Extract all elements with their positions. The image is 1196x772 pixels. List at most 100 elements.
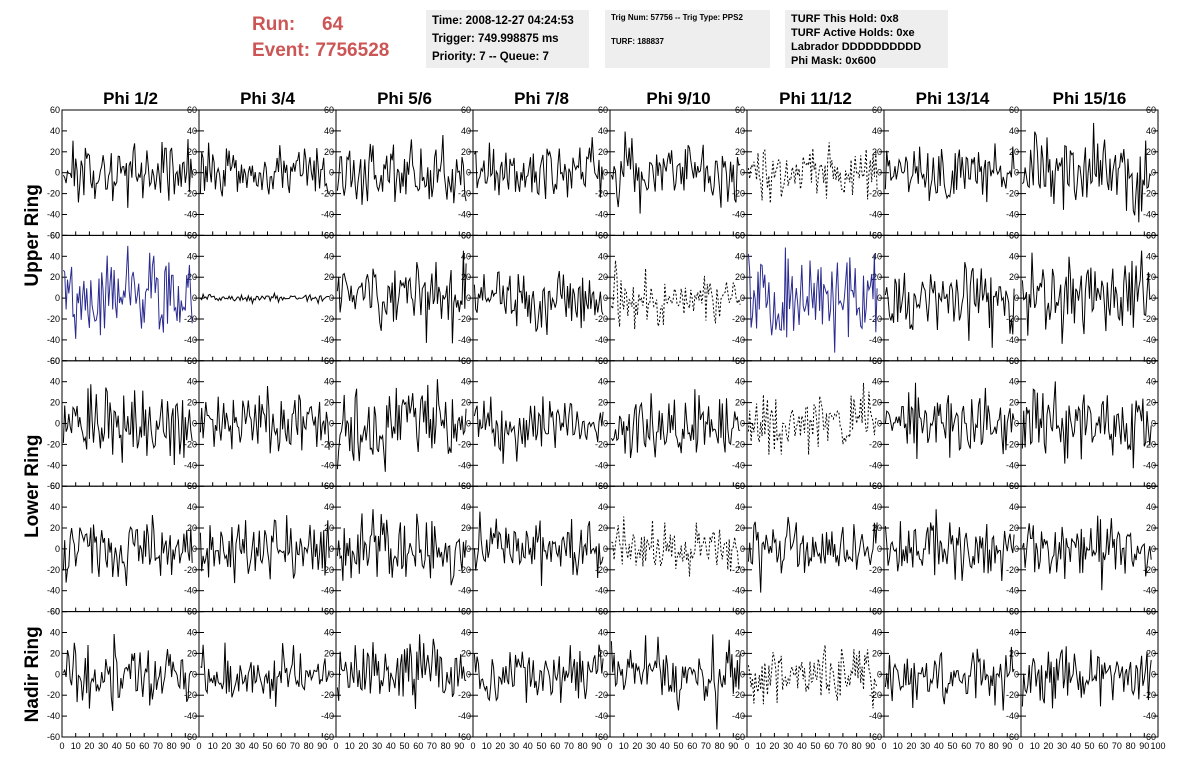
y-tick-label-right: -40 xyxy=(1143,711,1156,721)
y-tick-label-right: 60 xyxy=(187,607,197,617)
y-tick-label-right: 60 xyxy=(187,356,197,366)
y-tick-label-right: -20 xyxy=(458,439,471,449)
waveform-trace xyxy=(473,396,604,464)
y-tick-label-right: -20 xyxy=(184,565,197,575)
panel-frame xyxy=(883,485,1022,613)
y-tick-label-right: -20 xyxy=(458,565,471,575)
y-tick-label-right: 40 xyxy=(187,126,197,136)
y-tick-label-right: 60 xyxy=(461,356,471,366)
y-tick-label: 60 xyxy=(50,607,60,617)
y-tick-label: -60 xyxy=(47,230,60,240)
x-tick-label: 0 xyxy=(333,741,338,751)
y-tick-label: 40 xyxy=(50,377,60,387)
y-tick-label-right: -40 xyxy=(1006,711,1019,721)
x-tick-label: 90 xyxy=(591,741,601,751)
y-tick-label-right: -60 xyxy=(595,732,608,742)
y-tick-label-right: 40 xyxy=(187,502,197,512)
y-tick-label-right: 60 xyxy=(1146,607,1156,617)
panel-frame xyxy=(746,611,885,738)
y-tick-label-right: 0 xyxy=(877,293,882,303)
panel-frame xyxy=(746,360,885,487)
y-tick-label-right: 0 xyxy=(1151,293,1156,303)
y-tick-label-right: -40 xyxy=(1006,210,1019,220)
waveform-trace xyxy=(199,515,330,584)
y-tick-label-right: 60 xyxy=(872,105,882,115)
y-tick-label-right: 20 xyxy=(324,648,334,658)
waveform-trace xyxy=(200,642,330,707)
y-tick-label-right: 60 xyxy=(461,230,471,240)
y-tick-label-right: 40 xyxy=(598,126,608,136)
y-tick-label: 20 xyxy=(50,272,60,282)
waveform-trace xyxy=(884,143,1015,203)
x-tick-label: 20 xyxy=(632,741,642,751)
y-tick-label-right: 20 xyxy=(324,147,334,157)
x-tick-label: 50 xyxy=(810,741,820,751)
y-tick-label-right: 20 xyxy=(187,398,197,408)
y-tick-label-right: 20 xyxy=(1009,648,1019,658)
event-value: 7756528 xyxy=(315,40,390,61)
y-tick-label-right: 0 xyxy=(877,544,882,554)
panel-frame xyxy=(472,485,611,613)
x-tick-label: 20 xyxy=(84,741,94,751)
y-tick-label-right: 60 xyxy=(324,607,334,617)
y-tick-label-right: 40 xyxy=(735,502,745,512)
waveform-trace xyxy=(611,516,741,577)
panel-frame xyxy=(609,234,748,362)
x-tick-label: 80 xyxy=(167,741,177,751)
column-header: Phi 1/2 xyxy=(103,89,158,108)
y-tick-label-right: 60 xyxy=(187,230,197,240)
y-tick-label-right: 0 xyxy=(192,544,197,554)
x-tick-label: 50 xyxy=(399,741,409,751)
x-tick-label: 40 xyxy=(386,741,396,751)
priority-text: Priority: 7 -- Queue: 7 xyxy=(432,51,549,63)
waveform-trace xyxy=(473,644,604,703)
y-tick-label: 20 xyxy=(50,648,60,658)
y-tick-label-right: -20 xyxy=(732,314,745,324)
column-header: Phi 5/6 xyxy=(377,89,432,108)
y-tick-label-right: 0 xyxy=(740,168,745,178)
waveform-trace xyxy=(62,139,193,208)
y-tick-label-right: -40 xyxy=(869,711,882,721)
y-tick-label-right: 60 xyxy=(735,230,745,240)
x-tick-label: 50 xyxy=(1084,741,1094,751)
y-tick-label-right: 20 xyxy=(461,523,471,533)
y-tick-label-right: -20 xyxy=(458,314,471,324)
waveform-trace xyxy=(610,260,741,330)
y-tick-label-right: -20 xyxy=(1006,690,1019,700)
y-tick-label-right: -20 xyxy=(869,439,882,449)
x-tick-label: 70 xyxy=(701,741,711,751)
y-tick-label-right: 60 xyxy=(1146,230,1156,240)
y-tick-label-right: 0 xyxy=(466,669,471,679)
y-tick-label-right: -40 xyxy=(458,711,471,721)
x-tick-label: 40 xyxy=(934,741,944,751)
x-tick-label: 0 xyxy=(744,741,749,751)
y-tick-label-right: -40 xyxy=(458,210,471,220)
ring-label: Nadir Ring xyxy=(22,626,43,722)
x-tick-label: 70 xyxy=(153,741,163,751)
x-tick-label: 10 xyxy=(345,741,355,751)
y-tick-label-right: 20 xyxy=(1009,398,1019,408)
y-tick-label-right: -20 xyxy=(184,690,197,700)
y-tick-label-right: 40 xyxy=(1009,502,1019,512)
y-tick-label: 40 xyxy=(50,126,60,136)
x-tick-label: 30 xyxy=(372,741,382,751)
run-value: 64 xyxy=(322,14,344,35)
y-tick-label: 60 xyxy=(50,105,60,115)
y-tick-label-right: -40 xyxy=(184,335,197,345)
panel-frame xyxy=(335,360,474,487)
y-tick-label: 0 xyxy=(55,168,60,178)
y-tick-label-right: 0 xyxy=(740,419,745,429)
y-tick-label-right: 20 xyxy=(598,147,608,157)
x-tick-label: 10 xyxy=(893,741,903,751)
y-tick-label-right: 60 xyxy=(1009,230,1019,240)
y-tick-label: 0 xyxy=(55,669,60,679)
y-tick-label-right: 20 xyxy=(1146,398,1156,408)
y-tick-label-right: 20 xyxy=(187,147,197,157)
y-tick-label-right: -20 xyxy=(732,439,745,449)
x-tick-label: 20 xyxy=(495,741,505,751)
x-tick-label: 80 xyxy=(578,741,588,751)
y-tick-label-right: -40 xyxy=(869,210,882,220)
y-tick-label-right: -20 xyxy=(321,690,334,700)
x-tick-label: 0 xyxy=(59,741,64,751)
y-tick-label-right: -40 xyxy=(1006,335,1019,345)
